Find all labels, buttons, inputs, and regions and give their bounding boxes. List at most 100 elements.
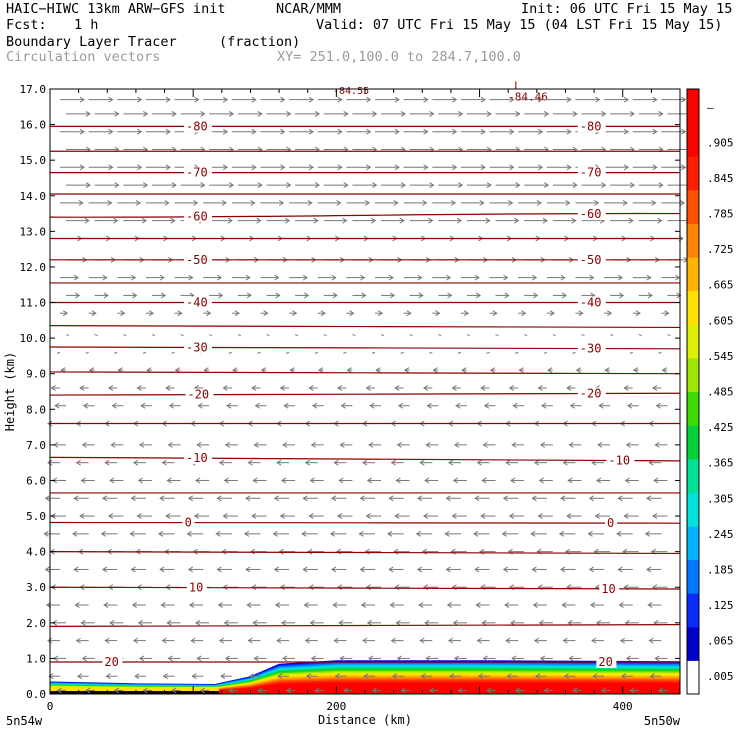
contour-label: 20 [598, 655, 612, 669]
vector-arrow-head [171, 182, 177, 189]
vector-arrow-head [600, 687, 606, 694]
contour-label-bg [577, 253, 606, 266]
vector-arrow-head [486, 110, 492, 117]
vector-arrow-head [629, 687, 635, 694]
vector-arrow-head [132, 459, 139, 466]
vector-arrow-head [276, 637, 282, 644]
vector-arrow-head [510, 477, 516, 484]
vector-arrow [171, 351, 175, 354]
vector-arrow-head [511, 655, 517, 662]
vector-arrow-head [222, 385, 228, 391]
colorbar-label: .425 [707, 421, 734, 434]
vector-arrow-head [282, 441, 288, 448]
colorbar-swatch [687, 89, 699, 124]
contour-label-bg [596, 655, 617, 668]
vector-arrow-head [449, 673, 455, 680]
temperature-contour [49, 193, 681, 195]
vector-arrow-head [390, 637, 396, 644]
vector-arrow-head [482, 441, 488, 448]
vector-arrow-head [346, 367, 352, 374]
temperature-contour [49, 586, 681, 590]
vector-arrow-head [216, 566, 222, 573]
vector-arrow [457, 351, 462, 354]
vector-arrow-head [104, 459, 110, 466]
vector-arrow-head [394, 584, 400, 591]
vector-arrow-head [533, 459, 540, 466]
contour-label: -60 [580, 207, 602, 221]
contour-label-bg [577, 166, 606, 179]
vector-arrow-head [251, 513, 257, 519]
vector-arrow-head [45, 602, 52, 608]
vector-field-name: Circulation vectors [6, 49, 161, 65]
vector-arrow-head [54, 402, 60, 409]
vector-arrow-head [343, 182, 349, 189]
vector-arrow-head [75, 459, 81, 466]
vector-arrow-head [305, 673, 312, 680]
vector-arrow-head [594, 513, 600, 519]
vector-arrow-head [652, 96, 658, 103]
colorbar-frame [686, 88, 700, 695]
vector-arrow-head [105, 673, 111, 680]
colorbar-swatch [687, 492, 699, 527]
vector-arrow-head [304, 292, 310, 299]
vector-arrow-head [161, 637, 167, 644]
vector-arrow-head [504, 602, 510, 608]
vector-arrow-head [196, 655, 202, 662]
vector-arrow-head [216, 495, 222, 502]
vector-arrow-head [43, 530, 49, 537]
vector-arrow-head [388, 495, 394, 502]
vector-arrow-head [337, 164, 343, 171]
vector-arrow-head [339, 655, 345, 662]
vector-arrow-head [359, 566, 365, 573]
vector-arrow-head [81, 655, 87, 662]
contour-label-bg [184, 341, 213, 354]
vector-arrow-head [445, 566, 451, 573]
vector-arrow-head [514, 217, 520, 224]
vector-arrow-head [648, 637, 654, 644]
vector-arrow [438, 334, 442, 337]
vector-arrow-head [200, 110, 206, 117]
vector-arrow-head [461, 367, 467, 374]
vector-arrow-head [280, 164, 286, 171]
colorbar-label: .005 [707, 670, 734, 683]
vector-arrow-head [257, 182, 263, 189]
vector-arrow-head [334, 673, 340, 680]
vector-arrow-head [309, 477, 315, 484]
vector-arrow-head [220, 673, 226, 680]
tracer-low-layer [50, 686, 219, 692]
vector-arrow-head [539, 655, 546, 662]
vector-arrow-head [501, 530, 507, 537]
vector-arrow-head [369, 402, 375, 409]
contour-label-bg [186, 581, 207, 594]
vector-arrow [400, 351, 404, 354]
colorbar-swatch [687, 458, 699, 493]
vector-arrow-head [473, 530, 479, 537]
vector-arrow-head [646, 274, 652, 281]
vector-arrow-head [655, 402, 661, 409]
vector-arrow-head [200, 182, 206, 189]
vector-arrow-head [159, 566, 165, 573]
vector-arrow-head [338, 619, 344, 626]
vector-arrow-head [587, 530, 593, 537]
vector-arrow-head [263, 310, 269, 317]
y-tick-label: 0.0 [26, 688, 46, 701]
vector-arrow-head [429, 110, 435, 117]
vector-arrow-head [320, 310, 326, 317]
vector-arrow-head [394, 513, 400, 519]
vector-arrow-head [595, 96, 601, 103]
x-end-location: 5n50w [644, 714, 681, 728]
vector-arrow-head [511, 441, 517, 448]
vector-arrow-head [189, 602, 195, 608]
vector-arrow-head [537, 96, 544, 103]
vector-arrow-head [349, 310, 355, 317]
vector-arrow-head [446, 274, 452, 281]
vector-arrow [142, 351, 147, 354]
vector-arrow-head [73, 566, 79, 573]
vector-arrow-head [188, 274, 194, 281]
low-marker: L [514, 79, 521, 92]
vector-arrow-head [107, 513, 114, 519]
vector-arrow-head [377, 310, 384, 317]
vector-arrow-head [652, 128, 658, 135]
vector-arrow [123, 334, 127, 337]
